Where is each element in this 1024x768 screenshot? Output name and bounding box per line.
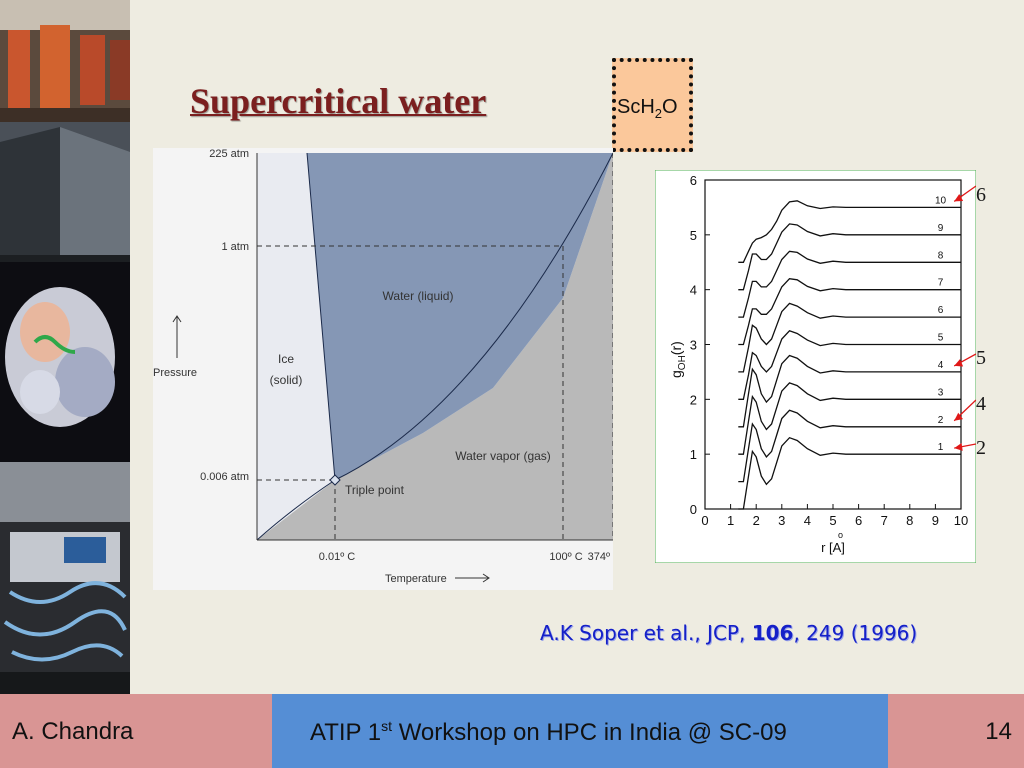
- margin-label-2: 2: [976, 437, 986, 459]
- x-tick-label: 9: [932, 513, 939, 528]
- melting-curve: [306, 152, 336, 481]
- label-vapor: Water vapor (gas): [455, 449, 551, 463]
- rdf-curve-4: [738, 354, 961, 428]
- sch2o-badge: [612, 58, 693, 152]
- label-ice-line1: Ice: [278, 352, 294, 366]
- rdf-curve-6: [738, 302, 961, 373]
- rdf-curve-1: [738, 436, 961, 510]
- margin-label-5: 5: [976, 347, 986, 369]
- rdf-curve-2: [738, 409, 961, 483]
- sublimation-curve: [256, 479, 336, 541]
- right-margin-labels: 6 5 4 2: [976, 170, 1024, 490]
- photo-strip: [0, 0, 130, 694]
- footer-author-box: A. Chandra: [0, 694, 272, 768]
- x-tick-label: 6: [855, 513, 862, 528]
- y-tick-label: 4: [690, 283, 697, 298]
- cluster-rack-photo: [0, 462, 130, 694]
- footer: A. Chandra ATIP 1st Workshop on HPC in I…: [0, 694, 1024, 768]
- liquid-region: [307, 153, 613, 480]
- rdf-curve-5: [738, 330, 961, 400]
- curve-label-2: 2: [938, 415, 944, 426]
- curve-label-3: 3: [938, 387, 944, 398]
- curve-label-8: 8: [938, 250, 944, 261]
- curve-label-7: 7: [938, 278, 944, 289]
- curve-label-6: 6: [938, 305, 944, 316]
- arrowhead-icon: [954, 412, 964, 421]
- rdf-x-axis-label: r [A]: [821, 540, 845, 555]
- footer-page-box: 14: [888, 694, 1024, 768]
- x-tick-label: 1: [727, 513, 734, 528]
- tick-001c: 0.01º C: [319, 551, 355, 563]
- machine-room-photo: [0, 122, 130, 262]
- tick-374c: 374º C: [588, 551, 613, 563]
- margin-label-4: 4: [976, 393, 986, 415]
- label-ice-line2: (solid): [270, 373, 303, 387]
- footer-author: A. Chandra: [12, 718, 134, 745]
- rdf-curve-7: [738, 278, 961, 346]
- tick-100c: 100º C: [549, 551, 582, 563]
- citation: A.K Soper et al., JCP, 106, 249 (1996): [540, 621, 918, 645]
- label-liquid: Water (liquid): [383, 289, 454, 303]
- y-tick-label: 5: [690, 228, 697, 243]
- page-number: 14: [985, 718, 1012, 745]
- vaporization-curve: [334, 152, 613, 481]
- curve-label-1: 1: [938, 442, 944, 453]
- y-axis-arrow-icon: [172, 315, 182, 358]
- y-tick-label: 1: [690, 447, 697, 462]
- x-axis-label: Temperature: [385, 573, 447, 585]
- x-tick-label: 3: [778, 513, 785, 528]
- margin-label-6: 6: [976, 184, 986, 206]
- rdf-curve-9: [738, 223, 961, 291]
- x-axis-arrow-icon: [455, 573, 490, 583]
- tick-225atm: 225 atm: [209, 148, 249, 160]
- molecule-surface-photo: [0, 262, 130, 462]
- x-tick-label: 4: [804, 513, 811, 528]
- footer-event: ATIP 1st Workshop on HPC in India @ SC-0…: [310, 718, 787, 746]
- triple-point-marker: [329, 474, 341, 486]
- curve-label-9: 9: [938, 223, 944, 234]
- arrowhead-icon: [954, 359, 964, 367]
- rdf-curve-3: [738, 382, 961, 455]
- arrowhead-icon: [954, 194, 964, 202]
- tick-1atm: 1 atm: [221, 241, 249, 253]
- x-tick-label: 10: [954, 513, 968, 528]
- datacenter-photo: [0, 0, 130, 122]
- y-tick-label: 0: [690, 502, 697, 517]
- x-tick-label: 2: [753, 513, 760, 528]
- rdf-curve-8: [738, 250, 961, 318]
- x-tick-label: 7: [881, 513, 888, 528]
- water-phase-diagram: 225 atm 1 atm 0.006 atm 0.01º C 100º C 3…: [153, 148, 613, 590]
- tick-0006atm: 0.006 atm: [200, 471, 249, 483]
- x-tick-label: 0: [701, 513, 708, 528]
- arrowhead-icon: [954, 443, 963, 451]
- y-axis-label: Pressure: [153, 367, 197, 379]
- slide-title: Supercritical water: [190, 81, 487, 121]
- rdf-curve-10: [738, 200, 961, 263]
- y-tick-label: 3: [690, 338, 697, 353]
- y-tick-label: 6: [690, 173, 697, 188]
- angstrom-ring-icon: o: [838, 530, 843, 540]
- x-tick-label: 5: [829, 513, 836, 528]
- x-tick-label: 8: [906, 513, 913, 528]
- curve-label-4: 4: [938, 360, 944, 371]
- y-tick-label: 2: [690, 392, 697, 407]
- footer-event-box: ATIP 1st Workshop on HPC in India @ SC-0…: [272, 694, 888, 768]
- ice-region: [257, 153, 335, 540]
- curve-label-10: 10: [935, 195, 947, 206]
- badge-label: ScH2O: [617, 96, 678, 121]
- label-triple-point: Triple point: [345, 483, 405, 497]
- vapor-region: [257, 153, 613, 540]
- curve-label-5: 5: [938, 333, 944, 344]
